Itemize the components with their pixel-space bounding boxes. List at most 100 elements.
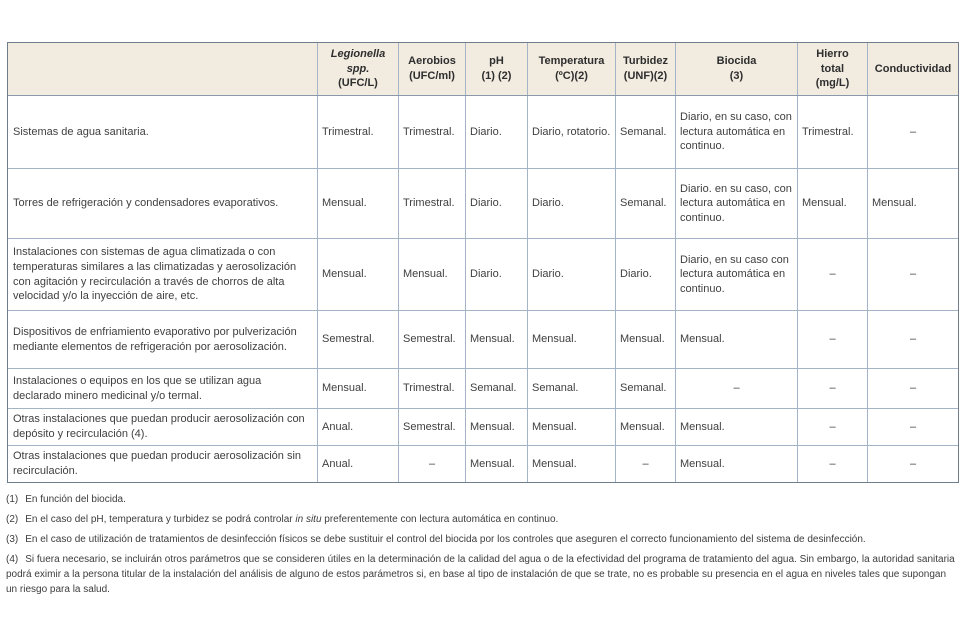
col-header-hierro-total: Hierro total (mg/L) <box>797 42 868 96</box>
col-header-turbidez-label: Turbidez (UNF)(2) <box>622 55 668 82</box>
col-header-temperatura: Temperatura (ºC)(2) <box>527 42 616 96</box>
table-cell: – <box>398 445 466 483</box>
footnote-4-number: (4) <box>6 554 19 565</box>
table-cell: Trimestral. <box>317 95 399 169</box>
table-cell: Trimestral. <box>398 168 466 239</box>
col-header-temperatura-label: Temperatura (ºC)(2) <box>538 55 605 82</box>
footnote-3-number: (3) <box>6 534 19 545</box>
frequency-table-container: Legionella spp. (UFC/L) Aerobios (UFC/ml… <box>7 42 959 483</box>
col-header-ph-label: pH (1) (2) <box>481 55 512 82</box>
table-cell: – <box>797 445 868 483</box>
footnote-2-text-post: preferentemente con lectura automática e… <box>321 514 559 525</box>
row-label: Torres de refrigeración y condensadores … <box>7 168 318 239</box>
table-cell: Mensual. <box>317 168 399 239</box>
footnote-1-number: (1) <box>6 494 19 505</box>
table-cell: Semestral. <box>398 408 466 446</box>
table-cell: Semestral. <box>398 310 466 369</box>
table-cell: – <box>797 310 868 369</box>
row-label: Otras instalaciones que puedan producir … <box>7 445 318 483</box>
footnote-4-text: Si fuera necesario, se incluirán otros p… <box>6 554 955 595</box>
table-cell: Semanal. <box>527 368 616 409</box>
col-header-legionella-name: Legionella spp. <box>330 48 386 75</box>
footnote-1-text: En función del biocida. <box>25 494 126 505</box>
table-cell: Diario. <box>527 238 616 311</box>
table-cell: – <box>867 368 959 409</box>
table-cell: – <box>867 445 959 483</box>
row-label: Otras instalaciones que puedan producir … <box>7 408 318 446</box>
col-header-conductividad: Conductividad <box>867 42 959 96</box>
table-cell: – <box>867 408 959 446</box>
footnote-2: (2) En el caso del pH, temperatura y turb… <box>6 512 959 527</box>
table-cell: – <box>797 408 868 446</box>
table-row: Sistemas de agua sanitaria. Trimestral. Tr… <box>7 95 959 169</box>
table-body: Sistemas de agua sanitaria. Trimestral. Tr… <box>7 95 959 483</box>
table-cell: Mensual. <box>867 168 959 239</box>
table-cell: – <box>615 445 676 483</box>
table-cell: Diario, en su caso, con lectura automáti… <box>675 95 798 169</box>
table-cell: – <box>675 368 798 409</box>
table-cell: – <box>797 368 868 409</box>
table-cell: Anual. <box>317 445 399 483</box>
col-header-legionella: Legionella spp. (UFC/L) <box>317 42 399 96</box>
table-cell: Mensual. <box>465 445 528 483</box>
footnote-3-text: En el caso de utilización de tratamiento… <box>25 534 866 545</box>
table-cell: Diario, rotatorio. <box>527 95 616 169</box>
footnote-4: (4) Si fuera necesario, se incluirán otro… <box>6 552 959 597</box>
col-header-legionella-unit: (UFC/L) <box>338 77 378 90</box>
table-cell: Diario. <box>615 238 676 311</box>
table-cell: Mensual. <box>527 408 616 446</box>
footnote-2-number: (2) <box>6 514 19 525</box>
table-cell: Diario, en su caso con lectura automátic… <box>675 238 798 311</box>
table-cell: Diario. <box>465 95 528 169</box>
table-cell: Trimestral. <box>398 95 466 169</box>
footnotes: (1) En función del biocida. (2) En el caso… <box>6 492 959 597</box>
table-row: Instalaciones con sistemas de agua clima… <box>7 238 959 311</box>
row-label: Dispositivos de enfriamiento evaporativo… <box>7 310 318 369</box>
col-header-biocida-label: Biocida (3) <box>716 55 757 82</box>
table-cell: Mensual. <box>317 368 399 409</box>
table-cell: – <box>867 95 959 169</box>
footnote-1: (1) En función del biocida. <box>6 492 959 507</box>
table-header: Legionella spp. (UFC/L) Aerobios (UFC/ml… <box>7 42 959 96</box>
col-header-turbidez: Turbidez (UNF)(2) <box>615 42 676 96</box>
table-cell: Mensual. <box>675 408 798 446</box>
col-header-aerobios: Aerobios (UFC/ml) <box>398 42 466 96</box>
table-cell: Semanal. <box>615 95 676 169</box>
table-cell: Mensual. <box>527 310 616 369</box>
table-cell: Mensual. <box>317 238 399 311</box>
col-header-corner <box>7 42 318 96</box>
row-label: Instalaciones con sistemas de agua clima… <box>7 238 318 311</box>
table-row: Dispositivos de enfriamiento evaporativo… <box>7 310 959 369</box>
table-cell: – <box>867 310 959 369</box>
table-cell: Mensual. <box>797 168 868 239</box>
col-header-biocida: Biocida (3) <box>675 42 798 96</box>
table-row: Torres de refrigeración y condensadores … <box>7 168 959 239</box>
table-cell: – <box>867 238 959 311</box>
col-header-conductividad-label: Conductividad <box>874 62 952 75</box>
table-cell: Diario. <box>465 168 528 239</box>
table-cell: Mensual. <box>675 310 798 369</box>
row-label: Sistemas de agua sanitaria. <box>7 95 318 169</box>
table-cell: Diario. <box>527 168 616 239</box>
table-cell: Diario. en su caso, con lectura automáti… <box>675 168 798 239</box>
table-cell: Mensual. <box>615 408 676 446</box>
col-header-ph: pH (1) (2) <box>465 42 528 96</box>
table-cell: Mensual. <box>615 310 676 369</box>
table-cell: Semanal. <box>465 368 528 409</box>
col-header-hierro-total-label: Hierro total (mg/L) <box>815 48 850 90</box>
table-cell: – <box>797 238 868 311</box>
table-cell: Semanal. <box>615 168 676 239</box>
table-cell: Semestral. <box>317 310 399 369</box>
footnote-2-text: En el caso del pH, temperatura y turbide… <box>25 514 296 525</box>
table-cell: Semanal. <box>615 368 676 409</box>
table-cell: Mensual. <box>465 310 528 369</box>
table-cell: Mensual. <box>398 238 466 311</box>
table-cell: Mensual. <box>527 445 616 483</box>
footnote-2-italic: in situ <box>295 514 322 525</box>
frequency-table: Legionella spp. (UFC/L) Aerobios (UFC/ml… <box>7 42 959 483</box>
table-cell: Mensual. <box>465 408 528 446</box>
header-row: Legionella spp. (UFC/L) Aerobios (UFC/ml… <box>7 42 959 96</box>
table-cell: Diario. <box>465 238 528 311</box>
col-header-aerobios-label: Aerobios (UFC/ml) <box>408 55 456 82</box>
table-row: Instalaciones o equipos en los que se ut… <box>7 368 959 409</box>
